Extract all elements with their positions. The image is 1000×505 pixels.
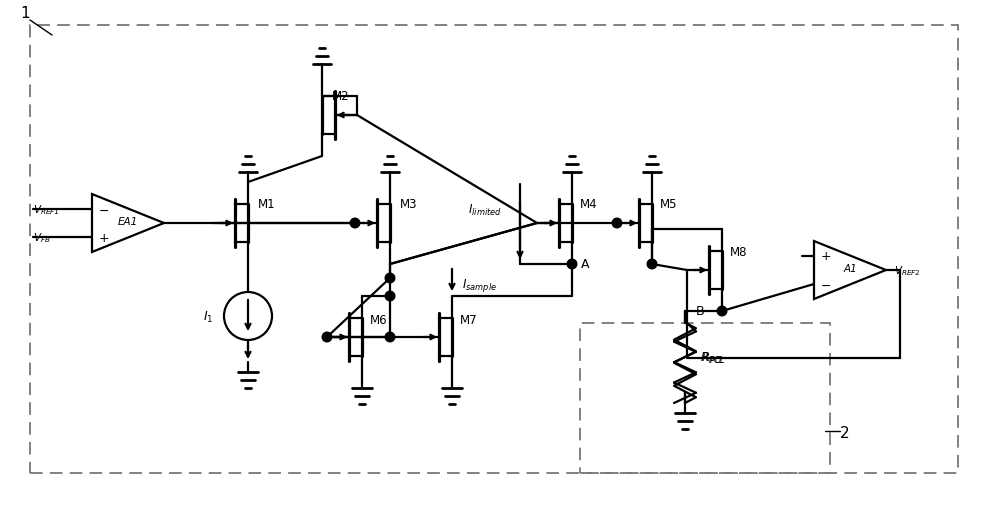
Text: 1: 1 (20, 6, 30, 21)
Circle shape (717, 307, 727, 316)
Text: $R_{PCL}$: $R_{PCL}$ (700, 350, 725, 365)
Text: M8: M8 (730, 246, 747, 259)
Circle shape (385, 332, 395, 342)
Text: $+$: $+$ (820, 250, 832, 263)
Circle shape (385, 274, 395, 283)
Circle shape (612, 219, 622, 228)
Text: A1: A1 (843, 264, 857, 274)
Text: M3: M3 (400, 197, 418, 210)
Text: $V_{REF1}$: $V_{REF1}$ (33, 203, 60, 217)
Text: EA1: EA1 (118, 217, 138, 227)
Text: $-$: $-$ (820, 278, 832, 291)
Circle shape (322, 332, 332, 342)
Text: M2: M2 (332, 89, 350, 103)
Text: $R_{PCL}$: $R_{PCL}$ (701, 350, 726, 365)
Circle shape (350, 219, 360, 228)
Circle shape (385, 291, 395, 301)
Text: M1: M1 (258, 197, 276, 210)
Text: $I_{limited}$: $I_{limited}$ (468, 202, 502, 217)
Text: $-$: $-$ (98, 203, 110, 216)
Text: $I_{sample}$: $I_{sample}$ (462, 276, 497, 293)
Text: $I_1$: $I_1$ (203, 309, 213, 324)
Circle shape (647, 260, 657, 269)
Text: $V_{FB}$: $V_{FB}$ (33, 231, 51, 244)
Text: M5: M5 (660, 197, 677, 210)
Text: M4: M4 (580, 197, 598, 210)
Text: M6: M6 (370, 313, 388, 326)
Text: 2: 2 (840, 425, 850, 440)
Text: $+$: $+$ (98, 231, 110, 244)
Text: B: B (695, 305, 704, 318)
Text: $V_{REF2}$: $V_{REF2}$ (894, 264, 921, 277)
Text: M7: M7 (460, 313, 478, 326)
Text: A: A (581, 258, 589, 271)
Circle shape (567, 260, 577, 269)
